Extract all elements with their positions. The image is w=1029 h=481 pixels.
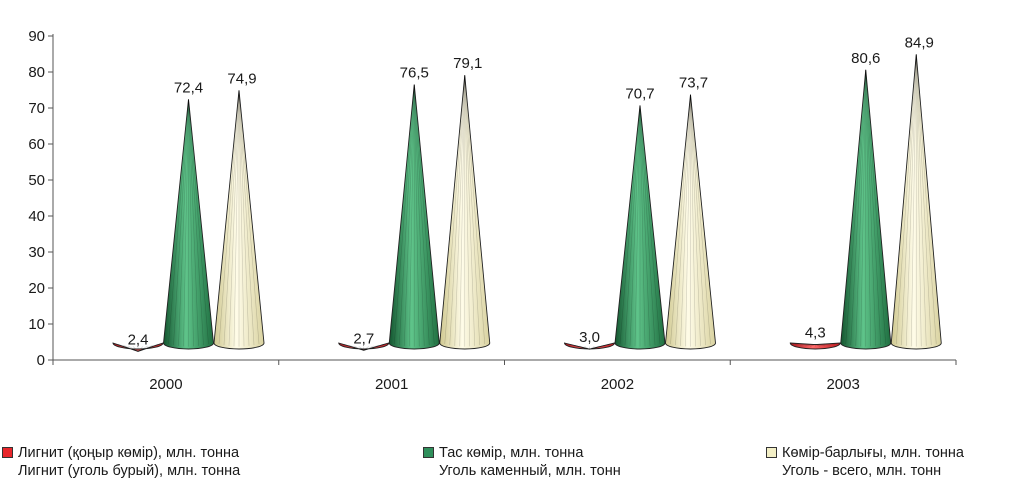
cone-chart: 0 10 20 30 40 50 60 70 80 90 2000 2001 2002 2003 2,4 7… xyxy=(0,0,1029,400)
x-tick-label: 2001 xyxy=(375,376,408,393)
cone-lignite xyxy=(790,343,840,349)
y-tick-label: 30 xyxy=(28,244,45,261)
cone-total-coal xyxy=(666,95,716,349)
legend-label-hard-coal: Тас көмір, млн. тонна xyxy=(439,444,583,462)
data-label: 84,9 xyxy=(905,34,934,51)
data-label: 79,1 xyxy=(453,55,482,72)
legend-label-lignite: Лигнит (қоңыр көмір), млн. тонна xyxy=(18,444,239,462)
legend-swatch-hard-coal xyxy=(423,447,434,458)
y-tick-label: 40 xyxy=(28,208,45,225)
y-tick-label: 80 xyxy=(28,64,45,81)
y-tick-label: 50 xyxy=(28,172,45,189)
y-tick-label: 20 xyxy=(28,280,45,297)
cone-series xyxy=(113,54,941,351)
legend-swatch-total-coal xyxy=(766,447,777,458)
data-label: 70,7 xyxy=(625,85,654,102)
cone-hard-coal xyxy=(389,85,439,349)
data-label: 73,7 xyxy=(679,75,708,92)
y-tick-label: 10 xyxy=(28,316,45,333)
cone-total-coal xyxy=(891,54,941,349)
data-label: 72,4 xyxy=(174,79,203,96)
legend-label-total-coal-ru: Уголь - всего, млн. тонн xyxy=(782,462,941,480)
data-label: 74,9 xyxy=(227,70,256,87)
legend-swatch-lignite xyxy=(2,447,13,458)
y-tick-label: 70 xyxy=(28,100,45,117)
data-label: 3,0 xyxy=(579,329,600,346)
legend: Лигнит (қоңыр көмір), млн. тонна Лигнит … xyxy=(0,444,1029,481)
x-tick-label: 2003 xyxy=(826,376,859,393)
legend-label-total-coal: Көмір-барлығы, млн. тонна xyxy=(782,444,964,462)
cone-hard-coal xyxy=(164,99,214,349)
cone-total-coal xyxy=(440,75,490,349)
cone-hard-coal xyxy=(841,70,891,349)
cone-hard-coal xyxy=(615,105,665,349)
data-label: 2,7 xyxy=(353,330,374,347)
legend-label-hard-coal-ru: Уголь каменный, млн. тонн xyxy=(439,462,621,480)
x-tick-label: 2002 xyxy=(601,376,634,393)
legend-label-lignite-ru: Лигнит (уголь бурый), млн. тонна xyxy=(18,462,240,480)
data-label: 76,5 xyxy=(400,65,429,82)
y-tick-label: 0 xyxy=(37,352,45,369)
data-label: 4,3 xyxy=(805,325,826,342)
data-label: 80,6 xyxy=(851,50,880,67)
cone-total-coal xyxy=(214,90,264,349)
x-tick-label: 2000 xyxy=(149,376,182,393)
y-tick-label: 90 xyxy=(28,28,45,45)
y-tick-label: 60 xyxy=(28,136,45,153)
data-label: 2,4 xyxy=(128,331,149,348)
